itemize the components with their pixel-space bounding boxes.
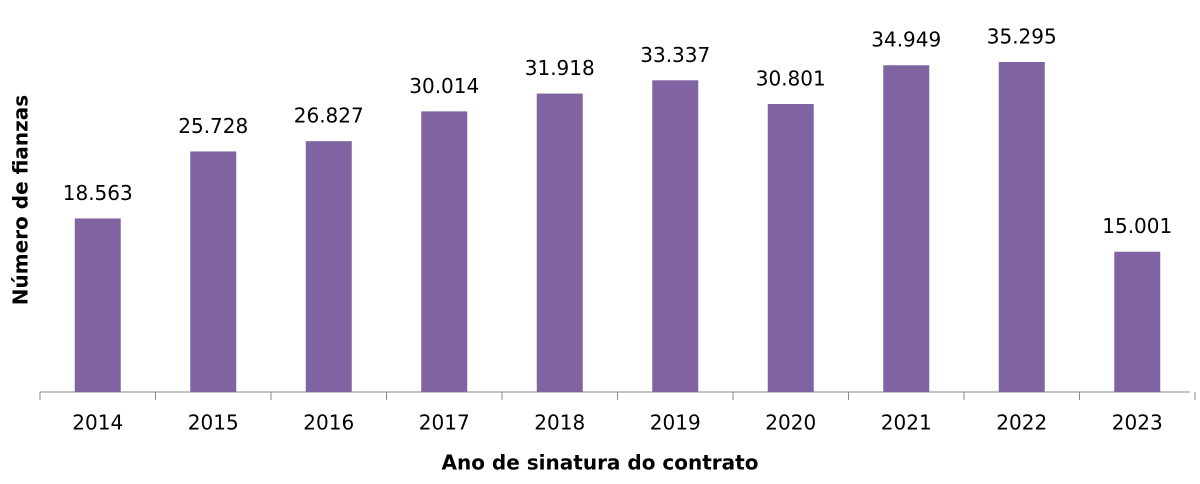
x-tick-label: 2015 xyxy=(188,411,239,435)
x-tick-label: 2023 xyxy=(1112,411,1163,435)
bar xyxy=(883,65,930,392)
bar xyxy=(536,93,583,392)
bar xyxy=(1114,251,1161,392)
value-label: 25.728 xyxy=(178,114,248,138)
x-axis-title: Ano de sinatura do contrato xyxy=(442,451,759,475)
value-label: 33.337 xyxy=(640,43,710,67)
x-tick-label: 2016 xyxy=(303,411,354,435)
x-tick-label: 2022 xyxy=(996,411,1047,435)
y-axis-title: Número de fianzas xyxy=(9,95,33,305)
bar xyxy=(305,141,352,392)
bar xyxy=(190,151,237,392)
x-tick-label: 2021 xyxy=(881,411,932,435)
bar xyxy=(421,111,468,392)
x-tick-label: 2019 xyxy=(650,411,701,435)
value-label: 18.563 xyxy=(63,181,133,205)
x-tick-label: 2018 xyxy=(534,411,585,435)
bar xyxy=(74,218,121,392)
x-tick-label: 2020 xyxy=(765,411,816,435)
value-label: 30.014 xyxy=(409,74,479,98)
bar xyxy=(767,104,814,392)
value-label: 31.918 xyxy=(525,56,595,80)
value-label: 15.001 xyxy=(1102,214,1172,238)
x-tick-label: 2017 xyxy=(419,411,470,435)
value-label: 35.295 xyxy=(987,24,1057,48)
x-tick-label: 2014 xyxy=(72,411,123,435)
bar xyxy=(998,61,1045,392)
bar xyxy=(652,80,699,393)
value-label: 34.949 xyxy=(871,28,941,52)
value-label: 30.801 xyxy=(756,67,826,91)
value-label: 26.827 xyxy=(294,104,364,128)
